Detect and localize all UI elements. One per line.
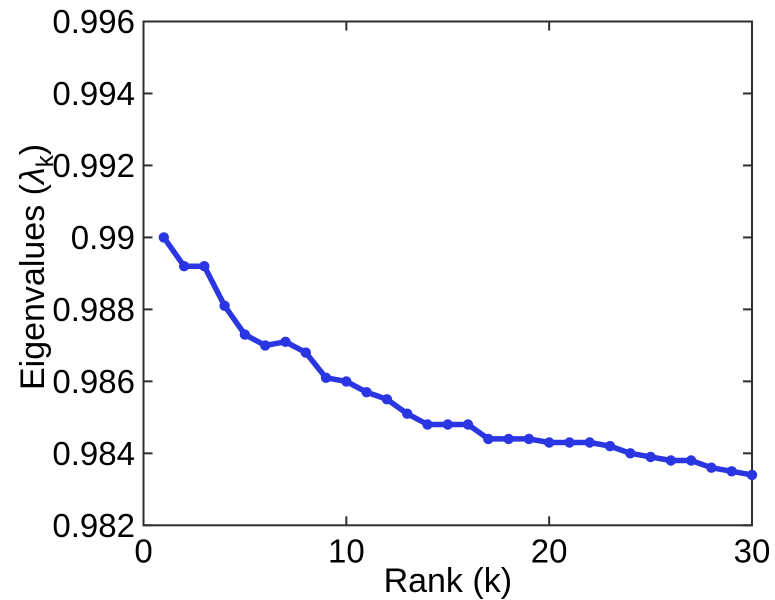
axis-tick-marks	[142, 20, 753, 527]
data-point-marker	[604, 440, 616, 452]
x-tick-label: 20	[531, 532, 568, 569]
data-point-marker	[219, 300, 230, 311]
data-point-marker	[320, 372, 332, 383]
data-point-marker	[544, 437, 555, 448]
data-line	[161, 234, 755, 478]
data-point-marker	[584, 437, 595, 448]
data-point-marker	[239, 329, 251, 340]
data-point-marker	[280, 336, 291, 347]
data-point-marker	[685, 455, 697, 466]
x-axis-label: Rank (k)	[384, 562, 512, 600]
data-point-marker	[260, 340, 271, 351]
y-tick-label: 0.99	[71, 219, 135, 256]
data-point-marker	[726, 466, 737, 477]
x-tick-label: 0	[134, 532, 152, 569]
data-point-marker	[706, 462, 717, 473]
data-markers	[158, 232, 758, 481]
data-point-marker	[625, 448, 636, 459]
y-tick-label: 0.982	[52, 507, 135, 544]
data-point-marker	[300, 347, 311, 358]
data-point-marker	[178, 261, 190, 272]
y-tick-label: 0.992	[52, 147, 135, 184]
x-tick-label: 10	[328, 532, 365, 569]
data-point-marker	[564, 437, 575, 448]
data-point-marker	[341, 376, 352, 387]
data-point-marker	[422, 419, 433, 430]
data-point-marker	[503, 433, 514, 445]
data-point-marker	[665, 455, 677, 466]
data-point-marker	[442, 419, 453, 430]
data-point-marker	[381, 394, 393, 405]
y-tick-label: 0.996	[52, 3, 135, 40]
data-point-marker	[158, 232, 169, 243]
plot-area-border	[142, 20, 753, 527]
data-point-marker	[361, 387, 372, 398]
data-point-marker	[462, 419, 474, 430]
x-tick-label: 30	[734, 532, 771, 569]
data-point-marker	[199, 261, 210, 272]
data-point-marker	[523, 433, 535, 445]
y-tick-label: 0.988	[52, 291, 135, 328]
data-point-marker	[483, 433, 494, 445]
y-axis-label: Eigenvalues (λk)	[14, 144, 59, 390]
y-tick-label: 0.994	[52, 75, 135, 112]
data-point-marker	[746, 469, 758, 481]
y-tick-label: 0.984	[52, 435, 135, 472]
x-tick-labels: 0 10 20 30	[134, 532, 770, 569]
data-point-marker	[645, 451, 656, 463]
data-point-marker	[402, 408, 413, 419]
y-tick-label: 0.986	[52, 363, 135, 400]
y-tick-labels: 0.982 0.984 0.986 0.988 0.99 0.992 0.994 0.996	[52, 3, 135, 544]
